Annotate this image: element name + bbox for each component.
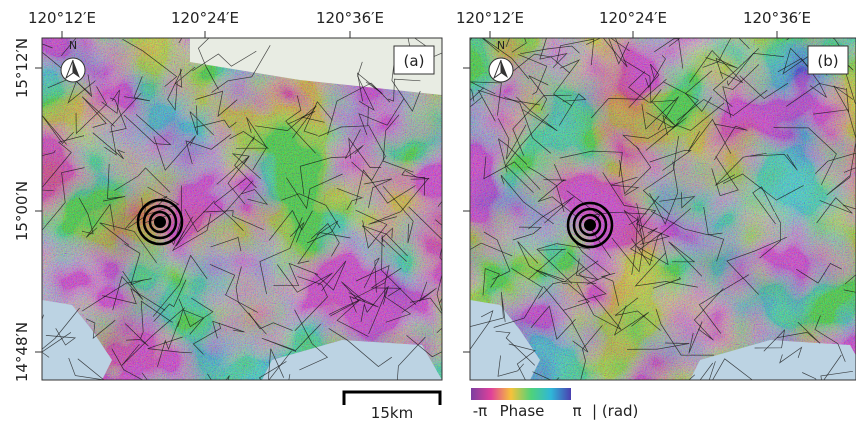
- figure: N (a) 120°12′E 120°24′E 120°36′E 15°12′N 15°00…: [0, 0, 856, 423]
- colorbar-title: Phase: [500, 402, 545, 420]
- longitude-label: 120°12′E: [456, 9, 524, 27]
- north-label: N: [69, 39, 77, 52]
- north-label: N: [497, 39, 505, 52]
- boundary: [440, 290, 470, 304]
- scale-label: 15km: [371, 404, 413, 422]
- panel-label: (b): [817, 52, 838, 70]
- colorbar-min: -π: [473, 402, 487, 420]
- colorbar: [471, 388, 571, 400]
- longitude-label: 120°36′E: [743, 9, 811, 27]
- colorbar-unit: | (rad): [592, 402, 638, 420]
- noise-tint: [470, 38, 856, 380]
- panel-label: (a): [404, 52, 425, 70]
- epicenter: [154, 216, 166, 228]
- noise-tint: [42, 38, 442, 380]
- latitude-label: 15°00′N: [13, 181, 31, 241]
- longitude-label: 120°12′E: [28, 9, 96, 27]
- longitude-label: 120°24′E: [171, 9, 239, 27]
- latitude-label: 15°12′N: [13, 38, 31, 98]
- longitude-label: 120°24′E: [599, 9, 667, 27]
- colorbar-max: π: [572, 402, 581, 420]
- epicenter: [584, 219, 596, 231]
- latitude-label: 14°48′N: [13, 322, 31, 382]
- longitude-label: 120°36′E: [316, 9, 384, 27]
